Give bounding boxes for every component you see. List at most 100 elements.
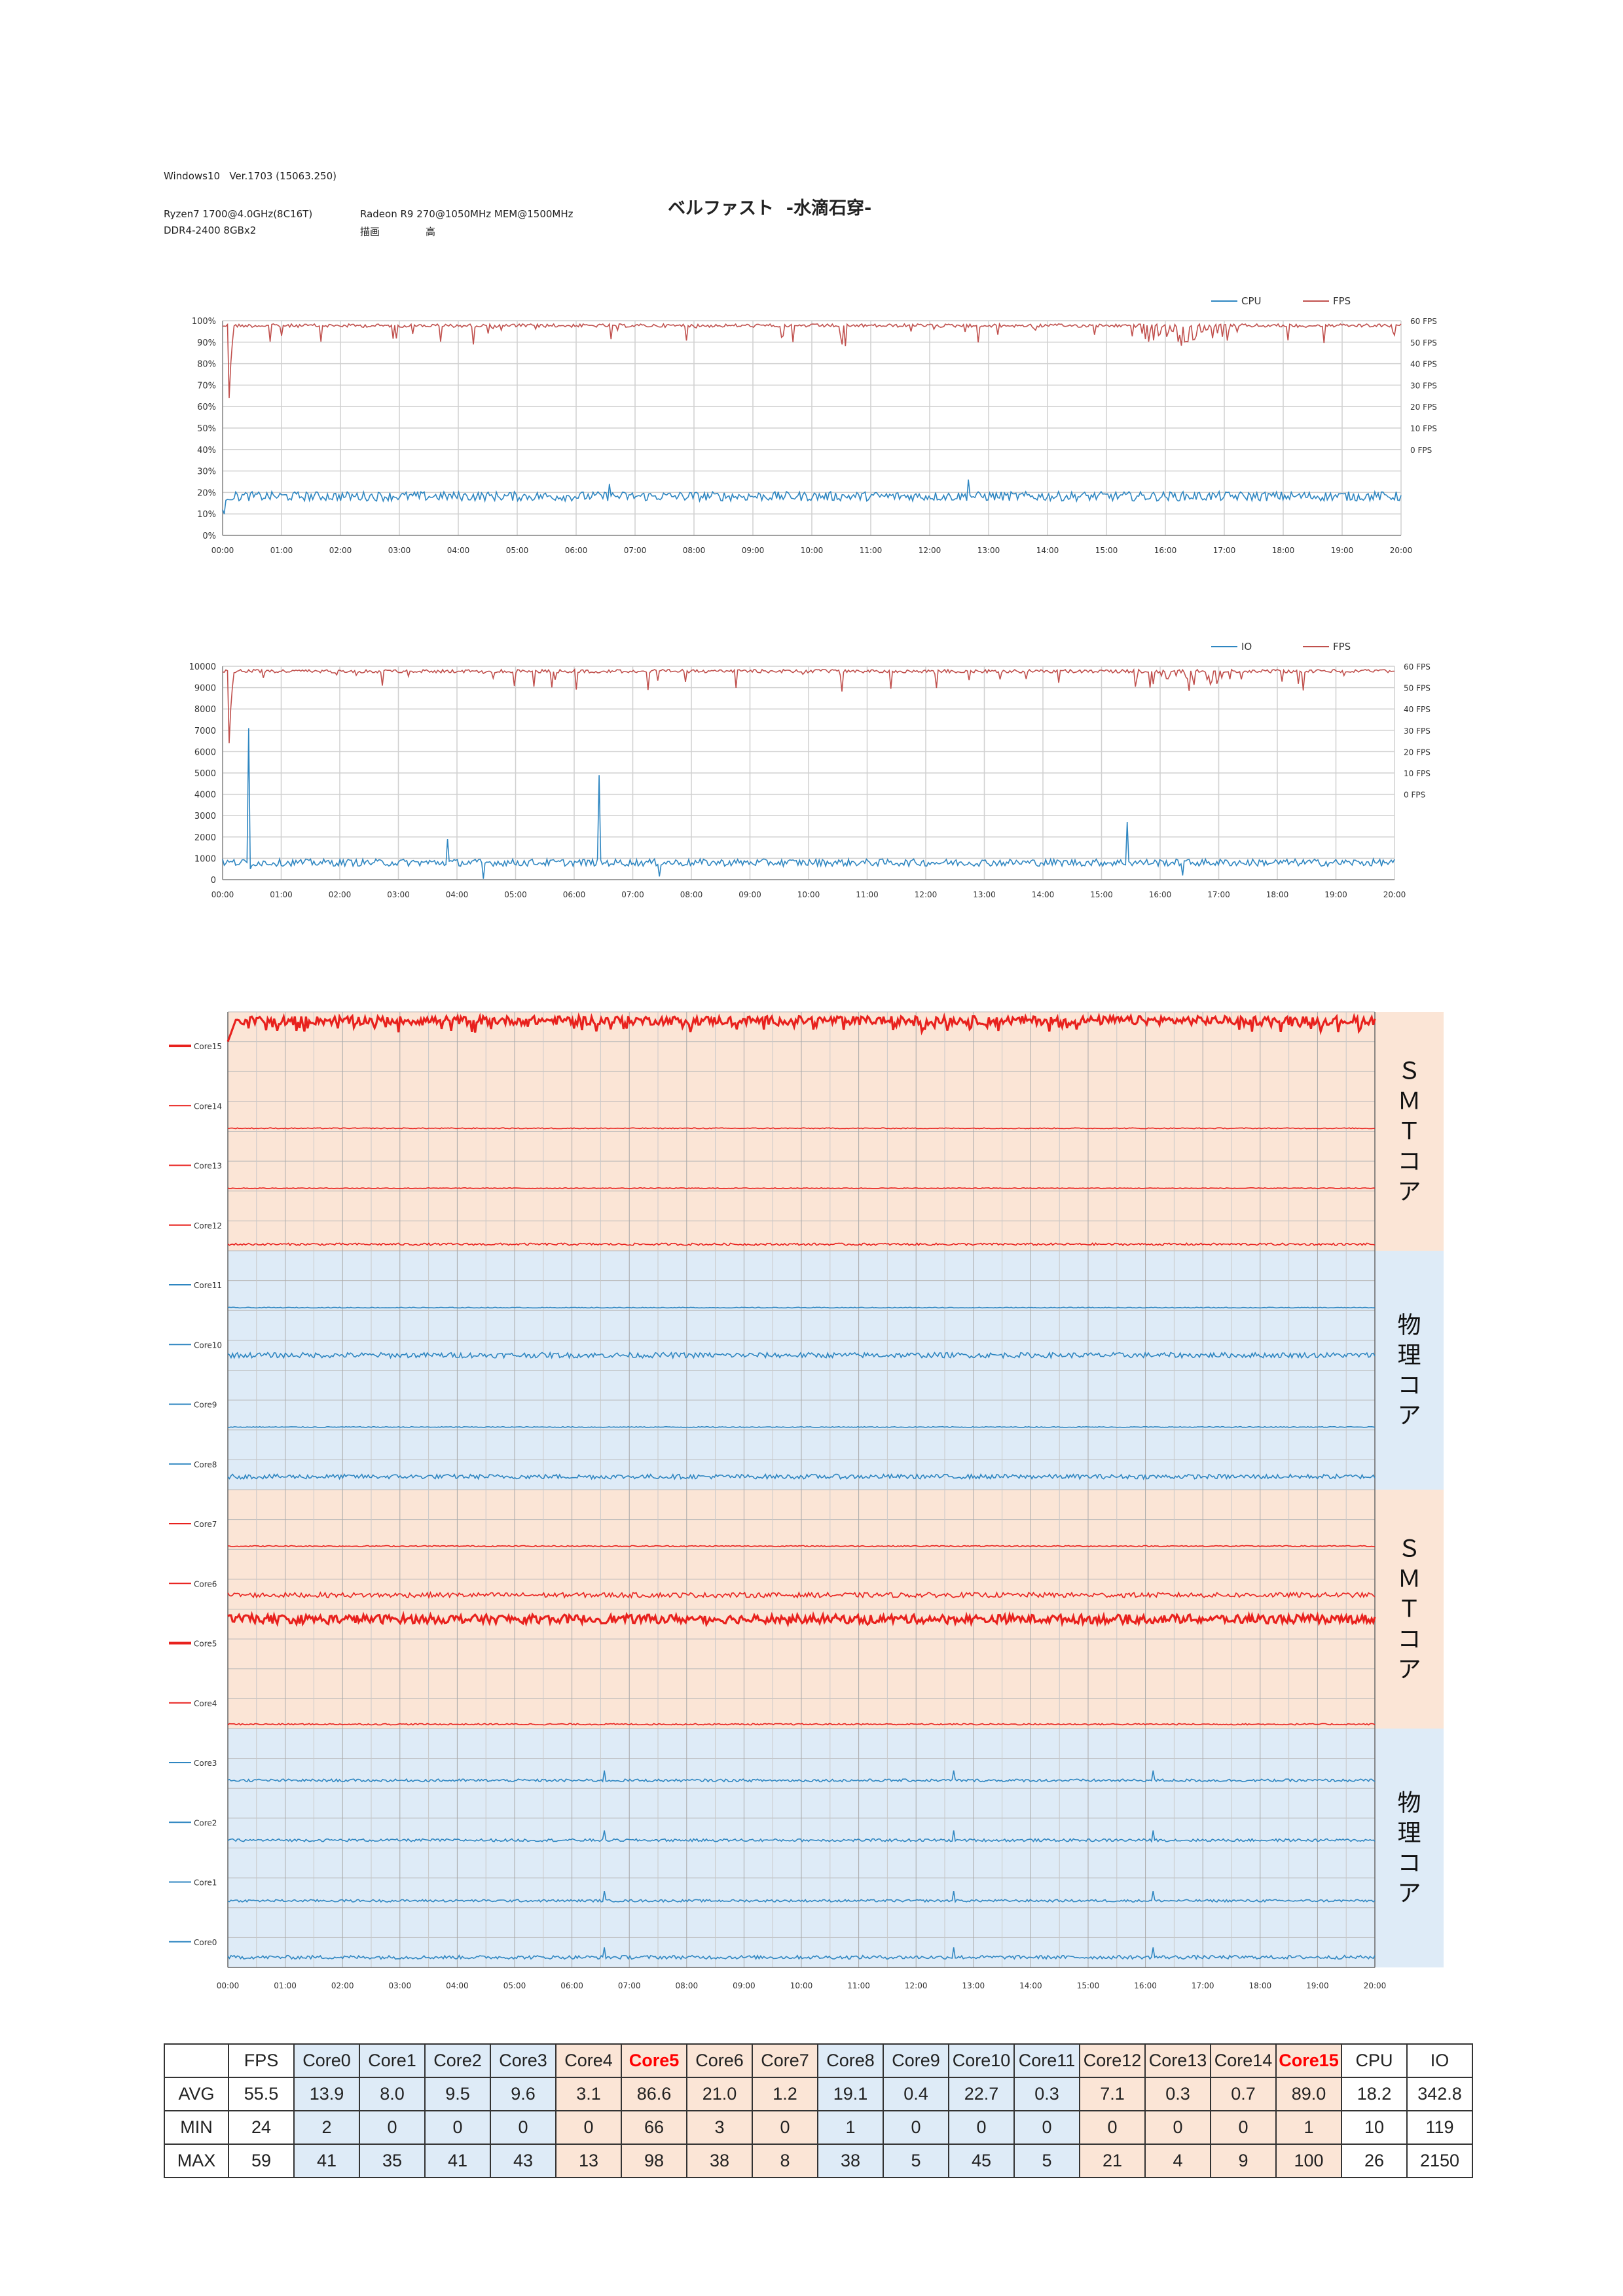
y-tick-label: 60% xyxy=(197,403,216,412)
x-tick-label: 02:00 xyxy=(329,890,352,899)
io-series-line xyxy=(222,728,1395,879)
x-tick-label: 00:00 xyxy=(217,1981,240,1990)
table-cell: 8 xyxy=(752,2144,818,2178)
x-tick-label: 16:00 xyxy=(1154,546,1177,555)
series-line-core13 xyxy=(227,1187,1376,1189)
table-header-row: FPS Core0 Core1 Core2 Core3 Core4 Core5 Core6 Co… xyxy=(164,2043,1473,2078)
table-cell: 5 xyxy=(883,2144,949,2178)
x-tick-label: 14:00 xyxy=(1032,890,1055,899)
series-line-core1 xyxy=(227,1890,1376,1903)
os-info: Windows10 Ver.1703 (15063.250) xyxy=(164,170,337,182)
band-label-char: Ｔ xyxy=(1397,1596,1421,1623)
x-tick-label: 01:00 xyxy=(270,546,293,555)
x-tick-label: 12:00 xyxy=(919,546,941,555)
table-cell: 1 xyxy=(1275,2110,1342,2145)
y2-tick-label: 10 FPS xyxy=(1410,424,1437,433)
table-cell: 13 xyxy=(555,2144,622,2178)
legend-label: Core8 xyxy=(194,1460,217,1469)
x-tick-label: 17:00 xyxy=(1213,546,1236,555)
table-cell: 9.5 xyxy=(424,2077,491,2111)
table-cell: 22.7 xyxy=(948,2077,1015,2111)
y-tick-label: 8000 xyxy=(194,705,216,715)
band-label-char: 物 xyxy=(1397,1790,1421,1817)
gpu-info: Radeon R9 270@1050MHz MEM@1500MHz xyxy=(360,208,574,220)
charts-canvas: 100% 90% 80% 70% 60% 50% 40% 30% 20% 10% 0% 60 FPS 5… xyxy=(169,295,1444,1990)
memory-info: DDR4-2400 8GBx2 xyxy=(164,224,257,236)
column-header: Core14 xyxy=(1210,2043,1277,2078)
table-cell: 0 xyxy=(555,2110,622,2145)
table-cell: 0 xyxy=(1079,2110,1146,2145)
table-cell: 0 xyxy=(948,2110,1015,2145)
x-tick-label: 15:00 xyxy=(1095,546,1118,555)
legend-label: Core2 xyxy=(194,1818,217,1827)
x-tick-label: 06:00 xyxy=(565,546,588,555)
table-cell: 26 xyxy=(1341,2144,1408,2178)
table-cell: 8.0 xyxy=(359,2077,426,2111)
x-tick-label: 16:00 xyxy=(1134,1981,1157,1990)
series-line-core12 xyxy=(227,1242,1376,1247)
table-cell: 100 xyxy=(1275,2144,1342,2178)
table-cell: 0.4 xyxy=(883,2077,949,2111)
y2-tick-label: 30 FPS xyxy=(1404,726,1431,736)
legend-label: Core0 xyxy=(194,1938,217,1947)
y2-tick-label: 50 FPS xyxy=(1410,338,1437,348)
x-tick-label: 08:00 xyxy=(680,890,703,899)
series-line-core7 xyxy=(227,1545,1376,1548)
table-cell: 2 xyxy=(293,2110,360,2145)
table-cell: 342.8 xyxy=(1406,2077,1473,2111)
column-header: Core10 xyxy=(948,2043,1015,2078)
x-tick-label: 04:00 xyxy=(447,546,470,555)
legend-label: Core11 xyxy=(194,1281,222,1290)
y-tick-label: 0% xyxy=(202,531,216,541)
table-cell: 24 xyxy=(228,2110,295,2145)
series-line-core2 xyxy=(227,1830,1376,1843)
column-header: Core12 xyxy=(1079,2043,1146,2078)
y-tick-label: 2000 xyxy=(194,833,216,843)
legend-label: IO xyxy=(1241,641,1252,653)
y-tick-label: 10000 xyxy=(189,662,216,672)
row-header: MIN xyxy=(164,2110,229,2145)
cpu-series-line xyxy=(222,479,1402,514)
column-header: Core2 xyxy=(424,2043,491,2078)
table-cell: 1.2 xyxy=(752,2077,818,2111)
stats-table: FPS Core0 Core1 Core2 Core3 Core4 Core5 Core6 Co… xyxy=(164,2043,1473,2178)
series-line-core5 xyxy=(227,1611,1376,1628)
table-row: AVG 55.5 13.9 8.0 9.5 9.6 3.1 86.6 21.0 1.2 19.1 0.… xyxy=(164,2077,1473,2111)
chart-1: 100% 90% 80% 70% 60% 50% 40% 30% 20% 10% 0% 60 FPS 5… xyxy=(192,295,1437,555)
y2-tick-label: 50 FPS xyxy=(1404,684,1431,693)
band-label-char: 物 xyxy=(1397,1312,1421,1339)
x-tick-label: 06:00 xyxy=(560,1981,583,1990)
x-tick-label: 09:00 xyxy=(733,1981,756,1990)
x-tick-label: 10:00 xyxy=(797,890,820,899)
series-line-core3 xyxy=(227,1770,1376,1783)
table-cell: 13.9 xyxy=(293,2077,360,2111)
table-row: MIN 24 2 0 0 0 0 66 3 0 1 0 0 0 0 0 0 1 10 119 xyxy=(164,2110,1473,2145)
y-tick-label: 10% xyxy=(197,510,216,520)
legend-label: Core4 xyxy=(194,1699,217,1708)
page-title: ベルファスト -水滴石穿- xyxy=(668,198,872,219)
chart-2: 1000090008000700060005000400030002000100… xyxy=(189,641,1431,899)
table-cell: 0 xyxy=(883,2110,949,2145)
legend-label: Core3 xyxy=(194,1759,217,1768)
table-cell: 98 xyxy=(621,2144,687,2178)
column-header: Core7 xyxy=(752,2043,818,2078)
column-header: Core13 xyxy=(1144,2043,1211,2078)
y2-tick-label: 60 FPS xyxy=(1410,317,1437,326)
series-line-core4 xyxy=(227,1723,1376,1726)
y-tick-label: 30% xyxy=(197,467,216,477)
x-tick-label: 13:00 xyxy=(973,890,996,899)
fps-series-line xyxy=(222,322,1402,399)
x-tick-label: 01:00 xyxy=(270,890,293,899)
y2-tick-label: 0 FPS xyxy=(1404,791,1425,800)
band-label-char: Ｔ xyxy=(1397,1119,1421,1145)
table-cell: 18.2 xyxy=(1341,2077,1408,2111)
x-tick-label: 13:00 xyxy=(962,1981,985,1990)
y-tick-label: 90% xyxy=(197,338,216,348)
y-tick-label: 5000 xyxy=(194,769,216,779)
column-header: Core9 xyxy=(883,2043,949,2078)
x-tick-label: 10:00 xyxy=(801,546,824,555)
x-tick-label: 00:00 xyxy=(211,890,234,899)
x-tick-label: 20:00 xyxy=(1390,546,1413,555)
band-label-char: Ｓ xyxy=(1397,1058,1421,1085)
x-tick-label: 12:00 xyxy=(905,1981,928,1990)
